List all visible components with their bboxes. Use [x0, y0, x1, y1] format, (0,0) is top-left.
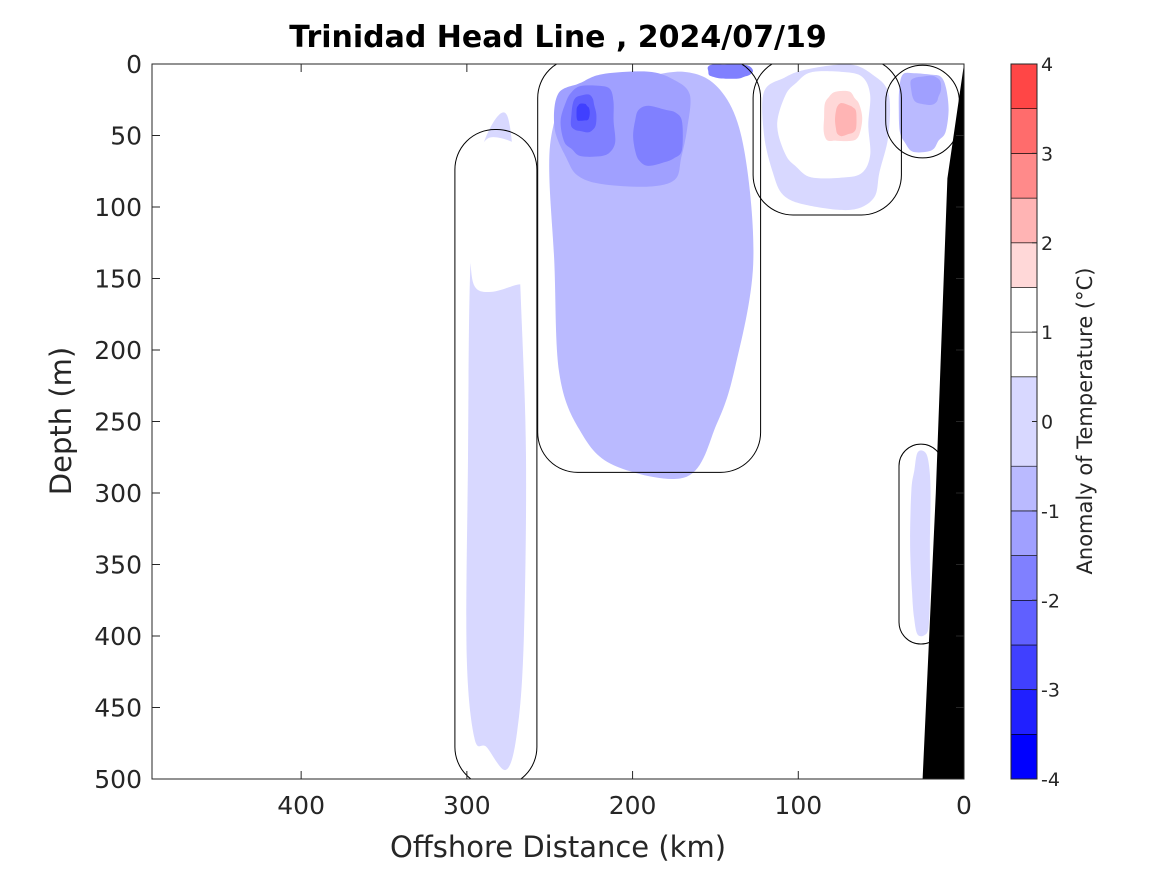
colorbar-tick-label: -1	[1041, 501, 1060, 523]
cold-anomaly-region	[707, 64, 754, 79]
cold-anomaly-region	[910, 75, 942, 105]
colorbar-tick-label: 2	[1041, 233, 1053, 255]
colorbar: 4 3 2 1 0 -1 -2 -3 -4	[1010, 54, 1060, 791]
colorbar-tick-label: -2	[1041, 590, 1060, 612]
y-tick-label: 200	[94, 336, 142, 365]
y-tick-label: 500	[94, 765, 142, 794]
y-tick-label: 0	[126, 50, 142, 79]
colorbar-swatch	[1010, 242, 1038, 288]
colorbar-tick-label: -3	[1041, 680, 1060, 702]
zero-contour-line	[454, 129, 538, 779]
x-tick-label: 400	[277, 791, 325, 820]
colorbar-swatch	[1010, 63, 1038, 110]
zero-contour-line	[752, 64, 902, 216]
colorbar-swatch	[1010, 510, 1038, 556]
anomaly-fill-layer	[466, 64, 949, 771]
y-axis: 0 50 100 150 200 250 300 350 400 450 500	[94, 50, 964, 794]
y-tick-label: 150	[94, 265, 142, 294]
colorbar-swatch	[1010, 689, 1038, 735]
warm-anomaly-region	[910, 450, 931, 637]
colorbar-swatch	[1010, 599, 1038, 646]
y-tick-label: 50	[110, 122, 142, 151]
colorbar-tick-label: 3	[1041, 143, 1053, 165]
x-tick-label: 0	[956, 791, 972, 820]
colorbar-swatch	[1010, 197, 1038, 244]
y-tick-label: 450	[94, 694, 142, 723]
y-tick-label: 400	[94, 622, 142, 651]
x-axis: 400 300 200 100 0	[277, 64, 972, 820]
x-tick-label: 100	[774, 791, 822, 820]
colorbar-swatch	[1010, 644, 1038, 690]
bathymetry-layer	[922, 64, 964, 779]
colorbar-swatch	[1010, 555, 1038, 601]
colorbar-swatch	[1010, 733, 1038, 780]
colorbar-tick-label: -4	[1041, 769, 1060, 791]
colorbar-swatch	[1010, 287, 1038, 333]
y-tick-label: 350	[94, 551, 142, 580]
cold-anomaly-region	[576, 103, 590, 121]
warm-anomaly-region	[492, 178, 531, 231]
colorbar-label: Anomaly of Temperature (°C)	[1073, 268, 1097, 575]
y-axis-label: Depth (m)	[44, 347, 78, 495]
colorbar-swatch	[1010, 108, 1038, 154]
y-tick-label: 100	[94, 193, 142, 222]
y-tick-label: 250	[94, 408, 142, 437]
x-tick-label: 200	[609, 791, 657, 820]
chart-title: Trinidad Head Line , 2024/07/19	[289, 20, 826, 55]
seafloor-bathymetry	[922, 64, 964, 779]
cold-anomaly-region	[633, 105, 683, 166]
colorbar-swatch	[1010, 153, 1038, 199]
colorbar-tick-label: 4	[1041, 54, 1053, 76]
x-tick-label: 300	[443, 791, 491, 820]
y-tick-label: 300	[94, 479, 142, 508]
colorbar-tick-label: 1	[1041, 322, 1053, 344]
x-axis-label: Offshore Distance (km)	[390, 830, 726, 864]
colorbar-swatch	[1010, 465, 1038, 512]
zero-contour-line	[537, 64, 762, 473]
warm-anomaly-region	[835, 102, 857, 137]
colorbar-swatch	[1010, 331, 1038, 378]
colorbar-tick-label: 0	[1041, 412, 1053, 434]
